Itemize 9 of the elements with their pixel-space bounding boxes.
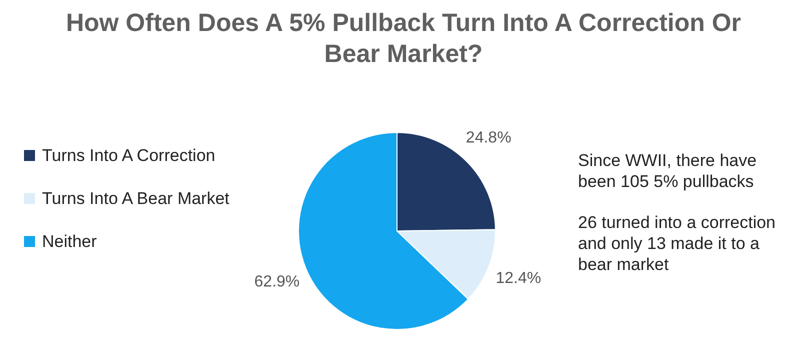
text: Since WWII, there have been 105 5% pullbacks — [578, 150, 758, 192]
legend-label: Neither — [42, 231, 97, 252]
data-label: 62.9% — [254, 274, 300, 291]
chart-title: How Often Does A 5% Pullback Turn Into A Correction Or Bear Market? — [64, 8, 742, 70]
data-label: 24.8% — [466, 129, 512, 146]
data-label: 12.4% — [496, 270, 542, 288]
text: 26 turned into a correction and only 13 made it to a bear market — [578, 212, 777, 275]
legend-label: Turns Into A Bear Market — [42, 188, 230, 209]
legend-label: Turns Into A Correction — [42, 145, 216, 166]
